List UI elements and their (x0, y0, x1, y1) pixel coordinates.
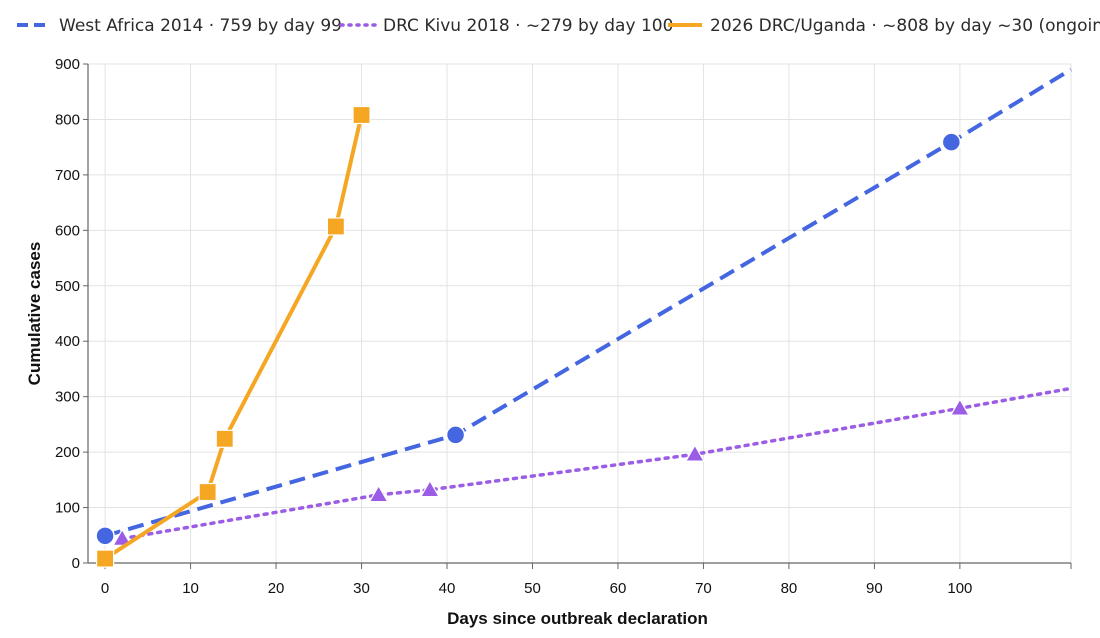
y-tick-label: 100 (55, 500, 80, 517)
y-tick-label: 0 (72, 555, 80, 572)
y-tick-label: 300 (55, 389, 80, 406)
y-tick-label: 500 (55, 278, 80, 295)
data-point-square (198, 482, 217, 502)
data-point-triangle (949, 398, 970, 416)
x-tick-label: 90 (866, 580, 883, 597)
series-3 (95, 105, 371, 568)
data-point-triangle (419, 479, 440, 498)
x-tick-label: 40 (439, 580, 456, 597)
y-axis-title: Cumulative cases (25, 242, 44, 386)
x-tick-label: 50 (524, 580, 541, 597)
legend-label: 2026 DRC/Uganda · ~808 by day ~30 (ongoi… (710, 16, 1100, 36)
data-point-triangle (368, 484, 389, 503)
data-point-square (95, 549, 115, 568)
y-tick-label: 800 (55, 111, 80, 128)
data-point-circle (445, 425, 466, 445)
x-tick-label: 70 (695, 580, 712, 597)
series-2 (112, 386, 1073, 546)
series-1 (95, 67, 1073, 546)
data-point-triangle (684, 444, 705, 462)
plot-area: 0 100 200 300 400 500 600 700 800 900 0 10 20 30 40 50 6… (55, 56, 1073, 597)
x-tick-label: 60 (610, 580, 627, 597)
data-point-circle (95, 526, 115, 546)
legend: West Africa 2014 · 759 by day 99 DRC Kivu… (17, 16, 1100, 36)
series-line (104, 67, 1073, 538)
series-layer (95, 67, 1073, 568)
y-tick-label: 200 (55, 444, 80, 461)
y-tick-label: 400 (55, 333, 80, 350)
x-tick-label: 10 (182, 580, 199, 597)
y-tick-label: 900 (55, 56, 80, 73)
x-tick-label: 20 (268, 580, 285, 597)
legend-item-1: West Africa 2014 · 759 by day 99 (17, 16, 342, 36)
x-tick-label: 0 (101, 580, 109, 597)
grid-lines (88, 63, 1072, 564)
legend-label: West Africa 2014 · 759 by day 99 (59, 16, 342, 36)
x-tick-label: 30 (353, 580, 370, 597)
y-tick-label: 600 (55, 222, 80, 239)
legend-item-3: 2026 DRC/Uganda · ~808 by day ~30 (ongoi… (668, 16, 1100, 36)
x-tick-label: 80 (781, 580, 798, 597)
series-line (120, 386, 1073, 541)
plot-background (88, 64, 1071, 563)
data-point-square (352, 105, 371, 125)
data-point-square (215, 429, 234, 448)
axes: 0 100 200 300 400 500 600 700 800 900 0 10 20 30 40 50 6… (55, 56, 1072, 597)
data-point-circle (941, 132, 962, 152)
data-point-square (326, 217, 345, 236)
x-axis-title: Days since outbreak declaration (447, 609, 708, 628)
legend-item-2: DRC Kivu 2018 · ~279 by day 100 (339, 16, 673, 36)
legend-label: DRC Kivu 2018 · ~279 by day 100 (383, 16, 673, 36)
x-tick-label: 100 (947, 580, 972, 597)
y-tick-label: 700 (55, 167, 80, 184)
